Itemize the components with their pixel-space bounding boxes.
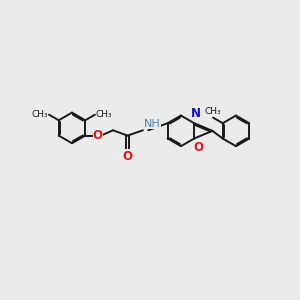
Text: O: O	[93, 129, 103, 142]
Text: O: O	[193, 141, 203, 154]
Text: O: O	[123, 150, 133, 163]
Text: N: N	[191, 107, 201, 120]
Text: CH₃: CH₃	[96, 110, 112, 119]
Text: NH: NH	[143, 118, 160, 128]
Text: CH₃: CH₃	[32, 110, 48, 119]
Text: CH₃: CH₃	[204, 107, 221, 116]
